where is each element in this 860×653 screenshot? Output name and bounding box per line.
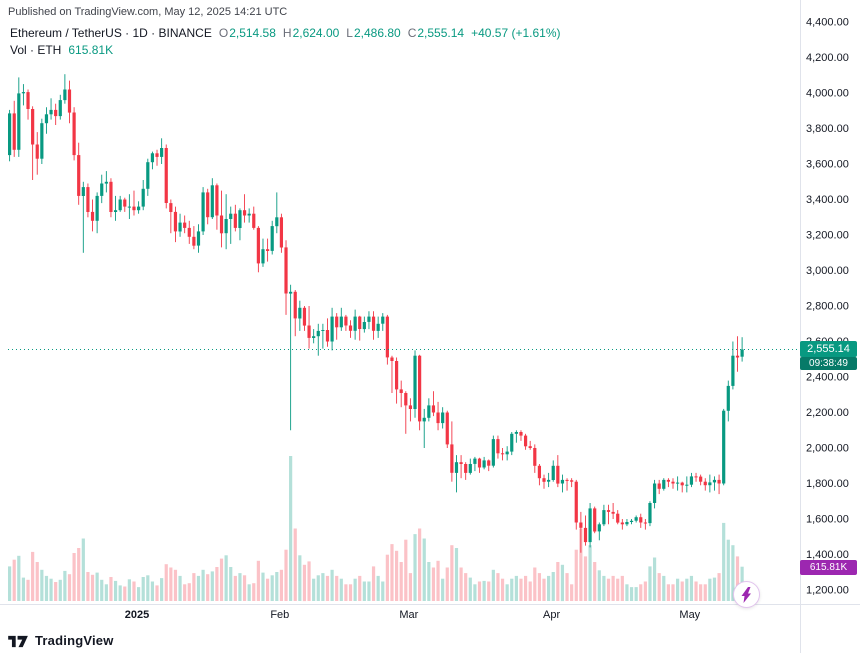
last-price-badge: 2,555.14 <box>800 341 857 358</box>
volume-value: 615.81K <box>68 43 114 57</box>
lightning-icon <box>741 586 751 603</box>
svg-text:3,400.00: 3,400.00 <box>806 194 849 206</box>
svg-text:1,800.00: 1,800.00 <box>806 478 849 490</box>
svg-text:2,000.00: 2,000.00 <box>806 443 849 455</box>
close-value: 2,555.14 <box>417 26 465 40</box>
svg-text:2,200.00: 2,200.00 <box>806 407 849 419</box>
svg-text:3,600.00: 3,600.00 <box>806 159 849 171</box>
symbol-legend-row: Ethereum / TetherUS · 1D · BINANCE O2,514… <box>10 25 561 42</box>
price-axis[interactable]: 4,400.00 4,200.00 4,000.00 3,800.00 3,600.00… <box>806 17 849 597</box>
low-value: 2,486.80 <box>353 26 401 40</box>
svg-text:Apr: Apr <box>543 609 560 621</box>
countdown-badge: 09:38:49 <box>800 357 857 371</box>
candles <box>8 74 744 553</box>
symbol-title[interactable]: Ethereum / TetherUS · 1D · BINANCE <box>10 26 212 40</box>
svg-text:2,800.00: 2,800.00 <box>806 301 849 313</box>
svg-text:May: May <box>679 609 700 621</box>
svg-text:2,400.00: 2,400.00 <box>806 372 849 384</box>
svg-text:4,200.00: 4,200.00 <box>806 52 849 64</box>
change-value: +40.57 (+1.61%) <box>471 26 561 40</box>
close-label: C <box>407 26 417 40</box>
tradingview-logo-icon <box>8 635 28 648</box>
svg-text:4,400.00: 4,400.00 <box>806 17 849 29</box>
chart-legend: Ethereum / TetherUS · 1D · BINANCE O2,514… <box>10 25 561 59</box>
high-value: 2,624.00 <box>292 26 340 40</box>
time-axis[interactable]: 2025 Feb Mar Apr May <box>125 609 701 621</box>
lightning-bolt-button[interactable] <box>733 581 760 608</box>
svg-text:Feb: Feb <box>270 609 289 621</box>
svg-text:1,400.00: 1,400.00 <box>806 549 849 561</box>
svg-text:3,800.00: 3,800.00 <box>806 123 849 135</box>
published-header: Published on TradingView.com, May 12, 20… <box>8 6 288 18</box>
volume-legend-row: Vol · ETH 615.81K <box>10 42 561 59</box>
open-value: 2,514.58 <box>229 26 276 40</box>
svg-text:1,200.00: 1,200.00 <box>806 585 849 597</box>
volume-badge: 615.81K <box>800 559 857 575</box>
low-label: L <box>346 26 353 40</box>
volume-label[interactable]: Vol · ETH <box>10 43 62 57</box>
svg-text:3,200.00: 3,200.00 <box>806 230 849 242</box>
svg-text:1,600.00: 1,600.00 <box>806 514 849 526</box>
high-label: H <box>282 26 292 40</box>
volume-bars <box>8 456 744 602</box>
svg-text:4,000.00: 4,000.00 <box>806 88 849 100</box>
tradingview-logo[interactable]: TradingView <box>8 633 114 648</box>
svg-text:Mar: Mar <box>399 609 418 621</box>
svg-text:3,000.00: 3,000.00 <box>806 265 849 277</box>
tradingview-logo-text: TradingView <box>35 633 114 648</box>
open-label: O <box>218 26 229 40</box>
svg-text:2025: 2025 <box>125 609 149 621</box>
